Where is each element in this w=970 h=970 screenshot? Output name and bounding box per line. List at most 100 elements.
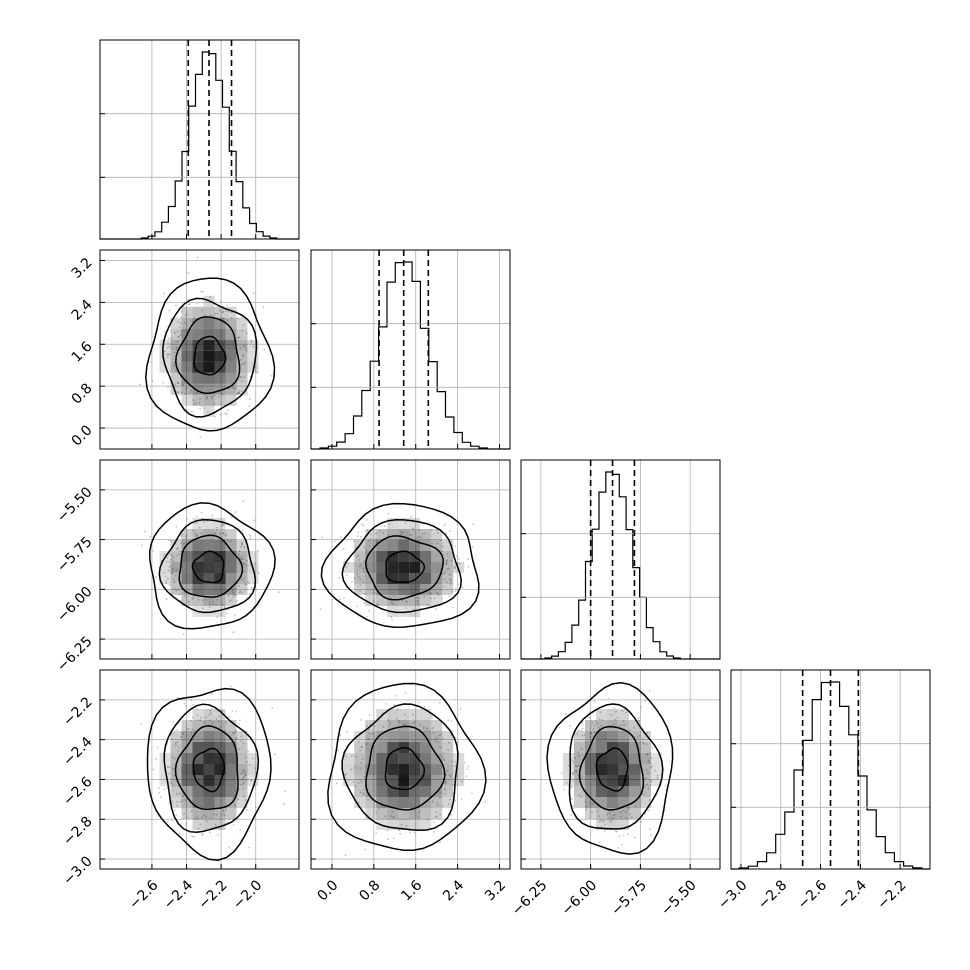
scatter-point: [445, 563, 448, 565]
scatter-point: [227, 595, 230, 598]
density-cell: [376, 573, 388, 584]
scatter-point: [441, 550, 444, 552]
scatter-point: [340, 536, 342, 538]
density-cell: [387, 797, 399, 808]
scatter-point: [450, 760, 453, 763]
scatter-point: [225, 533, 228, 536]
scatter-point: [251, 586, 254, 589]
scatter-point: [163, 292, 165, 295]
scatter-point: [649, 828, 651, 831]
scatter-point: [240, 735, 243, 738]
scatter-point: [353, 540, 355, 543]
scatter-point: [368, 737, 370, 740]
scatter-point: [387, 533, 390, 536]
scatter-point: [590, 731, 593, 734]
scatter-point: [192, 529, 195, 532]
density-cell: [420, 819, 432, 830]
x-tick-label: −2.4: [161, 877, 196, 912]
scatter-point: [212, 600, 215, 603]
scatter-point: [245, 799, 247, 801]
y-tick-label: −2.8: [60, 814, 95, 849]
density-cell: [409, 731, 421, 742]
scatter-point: [448, 774, 451, 777]
density-cell: [409, 562, 421, 573]
density-cell: [629, 753, 640, 764]
scatter-point: [204, 816, 207, 818]
scatter-point: [223, 814, 226, 816]
scatter-point: [377, 808, 380, 811]
scatter-point: [598, 726, 601, 729]
density-cell: [365, 562, 377, 573]
scatter-point: [243, 776, 245, 779]
scatter-point: [434, 738, 437, 740]
scatter-point: [629, 729, 631, 731]
density-cell: [170, 584, 182, 595]
density-cell: [618, 775, 629, 786]
density-cell: [585, 753, 596, 764]
scatter-point: [193, 403, 196, 405]
scatter-point: [204, 721, 206, 724]
scatter-point: [238, 550, 241, 552]
scatter-point: [450, 580, 452, 583]
density-cell: [596, 709, 607, 720]
contour-2: [175, 316, 241, 395]
scatter-point: [347, 562, 350, 565]
density-cell: [398, 573, 410, 584]
density-cell: [596, 742, 607, 753]
scatter-point: [442, 752, 445, 755]
scatter-point: [243, 546, 246, 548]
density-cell: [354, 797, 366, 808]
scatter-point: [443, 573, 445, 575]
scatter-point: [225, 612, 228, 615]
scatter-point: [235, 737, 238, 739]
density-cell: [409, 573, 421, 584]
scatter-point: [375, 811, 378, 814]
scatter-point: [233, 731, 235, 734]
density-cell: [420, 808, 432, 819]
density-cell: [343, 775, 355, 786]
histogram-p1: [100, 51, 299, 240]
density-cell: [181, 720, 193, 731]
scatter-point: [151, 550, 154, 552]
scatter-point: [392, 816, 395, 818]
scatter-point: [205, 716, 208, 719]
contour-3: [341, 703, 459, 832]
density-cell: [607, 731, 618, 742]
density-cell: [236, 317, 248, 329]
scatter-point: [359, 565, 361, 568]
panel-frame: [520, 459, 721, 660]
contour-2: [365, 535, 444, 601]
contour-1: [384, 747, 426, 791]
scatter-point: [467, 558, 470, 561]
scatter-point: [239, 590, 242, 593]
scatter-point: [186, 817, 189, 819]
scatter-point: [621, 724, 624, 726]
density-cell: [574, 786, 585, 797]
scatter-point: [359, 578, 362, 581]
density-cell: [365, 797, 377, 808]
scatter-point: [423, 726, 425, 728]
scatter-point: [232, 591, 234, 594]
scatter-point: [453, 567, 456, 569]
scatter-point: [589, 736, 592, 738]
density-cell: [387, 562, 399, 573]
y-tick-label: −5.50: [54, 484, 96, 526]
density-cell: [409, 786, 421, 797]
scatter-point: [368, 714, 371, 717]
density-cell: [214, 709, 226, 720]
scatter-point: [400, 823, 403, 826]
scatter-point: [638, 734, 641, 737]
scatter-point: [365, 743, 368, 745]
scatter-point: [238, 719, 241, 722]
scatter-point: [250, 340, 253, 342]
density-cell: [376, 797, 388, 808]
density-cell: [387, 808, 399, 819]
scatter-point: [361, 758, 364, 760]
scatter-point: [648, 799, 651, 801]
scatter-point: [436, 542, 439, 545]
scatter-point: [221, 710, 224, 712]
scatter-point: [210, 396, 213, 399]
panel-frame: [730, 669, 931, 870]
density-cell: [192, 551, 204, 562]
